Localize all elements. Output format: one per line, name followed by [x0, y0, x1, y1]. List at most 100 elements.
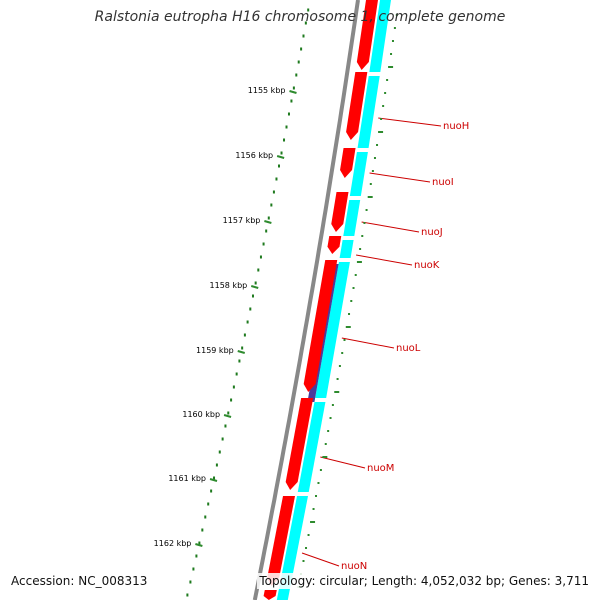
- minor-tick: [243, 333, 246, 337]
- gc-tick: [345, 326, 351, 328]
- minor-tick: [275, 177, 278, 181]
- minor-tick: [207, 502, 210, 506]
- gc-tick: [386, 79, 389, 81]
- minor-tick: [249, 307, 252, 311]
- gc-tick: [338, 365, 341, 367]
- minor-tick: [241, 346, 244, 350]
- forward-gene-arrow: [356, 0, 378, 70]
- minor-tick: [270, 203, 273, 207]
- gc-tick: [373, 157, 376, 159]
- minor-tick: [283, 138, 286, 142]
- minor-tick: [238, 359, 241, 363]
- genome-summary: Topology: circular; Length: 4,052,032 bp…: [257, 573, 591, 589]
- gene-label-nuoM: nuoM: [367, 463, 394, 474]
- tick-label: 1155 kbp: [248, 86, 286, 95]
- minor-tick: [186, 593, 189, 597]
- accession-text: Accession: NC_008313: [9, 573, 150, 589]
- minor-tick: [272, 190, 275, 194]
- gc-tick: [324, 443, 327, 445]
- gc-tick: [343, 339, 346, 341]
- major-tick: [264, 220, 272, 224]
- tick-label: 1158 kbp: [210, 281, 248, 290]
- forward-gene-arrow: [331, 192, 349, 232]
- label-leader-line: [378, 117, 442, 127]
- gc-tick: [317, 482, 320, 484]
- gc-tick: [350, 300, 353, 302]
- gc-tick: [376, 144, 379, 146]
- forward-gene-arrow: [340, 148, 356, 178]
- gc-tick: [365, 209, 368, 211]
- minor-tick: [302, 34, 305, 38]
- gene-label-leaders: [301, 117, 442, 567]
- minor-tick: [307, 8, 310, 12]
- reverse-gene-block: [339, 240, 354, 258]
- gene-label-nuoJ: nuoJ: [421, 227, 443, 238]
- reverse-gene-block: [357, 76, 380, 148]
- gc-tick: [369, 183, 372, 185]
- gc-tick: [336, 378, 339, 380]
- genome-summary-value: Topology: circular; Length: 4,052,032 bp…: [257, 573, 591, 589]
- minor-tick: [277, 164, 280, 168]
- major-tick: [195, 543, 203, 547]
- minor-tick: [224, 424, 227, 428]
- minor-tick-dots: [186, 8, 310, 597]
- tick-label: 1156 kbp: [235, 151, 273, 160]
- forward-gene-arrow: [303, 260, 338, 392]
- minor-tick: [262, 242, 265, 246]
- minor-tick: [246, 320, 249, 324]
- tick-labels: 1155 kbp 1156 kbp 1157 kbp 1158 kbp 1159 kbp…: [154, 86, 286, 548]
- gc-tick: [361, 235, 364, 237]
- gene-labels: nuoH nuoI nuoJ nuoK nuoL nuoM nuoN: [341, 121, 469, 572]
- minor-tick: [192, 567, 195, 571]
- major-tick: [209, 478, 218, 482]
- major-tick: [289, 90, 297, 94]
- gc-tick: [302, 560, 305, 562]
- major-tick: [276, 155, 285, 159]
- minor-tick: [287, 112, 290, 116]
- gc-tick: [356, 261, 362, 263]
- gc-tick: [393, 27, 396, 29]
- gc-tick: [310, 521, 316, 523]
- reverse-gene-block: [349, 152, 368, 196]
- gc-tick: [305, 547, 308, 549]
- accession-value: Accession: NC_008313: [9, 573, 150, 589]
- minor-tick: [285, 125, 288, 129]
- chromosome-backbone: [252, 0, 360, 600]
- gc-tick: [334, 391, 340, 393]
- gene-label-nuoH: nuoH: [443, 121, 469, 132]
- gc-tick: [367, 196, 373, 198]
- tick-label: 1162 kbp: [154, 539, 192, 548]
- gc-tick: [322, 456, 328, 458]
- gc-tick: [354, 274, 357, 276]
- minor-tick: [201, 528, 204, 532]
- minor-tick: [230, 398, 233, 402]
- reverse-gene-block: [343, 200, 361, 236]
- reverse-gene-block: [369, 0, 391, 72]
- minor-tick: [267, 216, 270, 220]
- gc-tick: [395, 14, 398, 16]
- gc-tick: [327, 430, 330, 432]
- tick-label: 1161 kbp: [168, 474, 206, 483]
- minor-tick: [198, 541, 201, 545]
- gc-tick: [388, 66, 394, 68]
- gc-tick: [359, 248, 362, 250]
- forward-gene-arrow: [263, 590, 277, 600]
- gc-tick: [348, 313, 351, 315]
- gene-label-nuoI: nuoI: [432, 177, 454, 188]
- tick-label: 1157 kbp: [223, 216, 261, 225]
- gc-tick: [380, 118, 383, 120]
- major-ticks: [195, 90, 297, 547]
- major-tick: [237, 350, 246, 354]
- minor-tick: [251, 294, 254, 298]
- minor-tick: [195, 554, 198, 558]
- gc-tick: [341, 352, 344, 354]
- gc-tick: [378, 131, 384, 133]
- map-title: Ralstonia eutropha H16 chromosome 1, com…: [94, 9, 506, 25]
- minor-tick: [213, 476, 216, 480]
- major-tick: [250, 285, 259, 289]
- gc-tick: [390, 53, 393, 55]
- label-leader-line: [369, 172, 431, 183]
- minor-tick: [218, 450, 221, 454]
- gc-skew-ticks: [297, 14, 398, 588]
